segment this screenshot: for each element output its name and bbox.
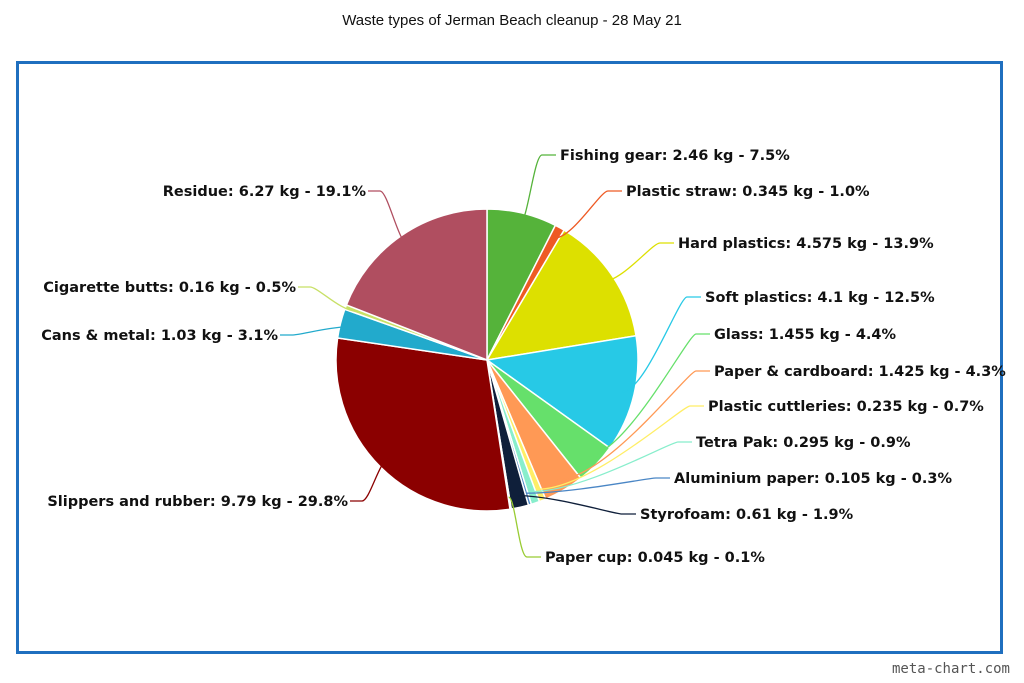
leader-line: [350, 457, 390, 502]
leader-line: [368, 190, 409, 246]
slice-label: Tetra Pak: 0.295 kg - 0.9%: [696, 435, 911, 451]
leader-line: [508, 496, 541, 558]
leader-line: [557, 370, 710, 481]
pie-slice: [345, 208, 488, 362]
leader-line: [517, 494, 636, 515]
leader-line: [518, 154, 556, 226]
credit-text: meta-chart.com: [891, 661, 1010, 677]
chart-frame: [16, 61, 1003, 654]
slice-label: Plastic straw: 0.345 kg - 1.0%: [626, 184, 870, 200]
slice-label: Cigarette butts: 0.16 kg - 0.5%: [43, 280, 296, 296]
pie-slice: [485, 229, 637, 361]
slice-label: Fishing gear: 2.46 kg - 7.5%: [560, 148, 790, 164]
leader-line: [526, 477, 670, 494]
leader-line: [601, 242, 674, 283]
leader-line: [538, 405, 704, 490]
slice-label: Aluminium paper: 0.105 kg - 0.3%: [674, 471, 952, 487]
chart-title: Waste types of Jerman Beach cleanup - 28…: [342, 12, 682, 29]
slice-label: Cans & metal: 1.03 kg - 3.1%: [41, 328, 278, 344]
leader-line: [553, 190, 622, 239]
slice-label: Soft plastics: 4.1 kg - 12.5%: [705, 290, 935, 306]
leader-line: [587, 333, 710, 457]
slice-label: Residue: 6.27 kg - 19.1%: [163, 184, 367, 200]
leader-line: [298, 286, 357, 312]
leader-line: [622, 296, 701, 393]
slice-label: Styrofoam: 0.61 kg - 1.9%: [640, 507, 854, 523]
slice-label: Slippers and rubber: 9.79 kg - 29.8%: [47, 494, 348, 510]
slice-label: Hard plastics: 4.575 kg - 13.9%: [678, 236, 934, 252]
leader-line: [531, 441, 692, 493]
slice-label: Paper cup: 0.045 kg - 0.1%: [545, 550, 765, 566]
slice-label: Paper & cardboard: 1.425 kg - 4.3%: [714, 364, 1006, 380]
slice-label: Plastic cuttleries: 0.235 kg - 0.7%: [708, 399, 984, 415]
pie-slice: [335, 337, 511, 512]
slice-label: Glass: 1.455 kg - 4.4%: [714, 327, 897, 343]
leader-line: [280, 325, 353, 336]
